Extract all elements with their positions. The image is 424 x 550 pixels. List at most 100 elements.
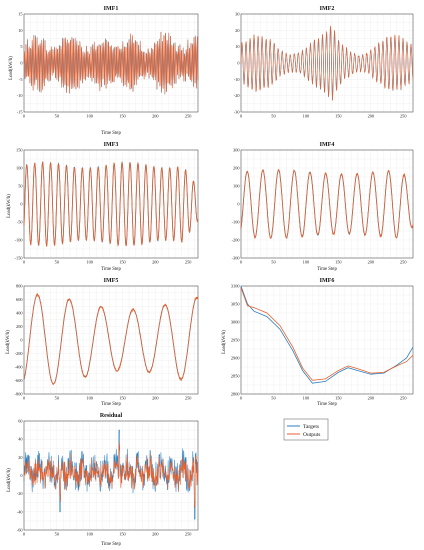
imf2-xtick-label: 50 [271, 114, 275, 119]
imf4-xtick-label: 100 [303, 260, 309, 265]
imf5-ytick-label: 800 [16, 284, 22, 289]
imf3-ytick-label: -100 [15, 238, 23, 243]
imf1-xtick-label: 250 [185, 114, 191, 119]
imf3-ytick-label: 0 [20, 202, 22, 207]
imf5-ytick-label: -600 [15, 378, 23, 383]
residual-grid [23, 420, 198, 531]
imf3-xlabel: Time Step [101, 267, 121, 272]
imf1-ytick-label: -15 [17, 110, 23, 115]
imf6-ytick-label: 2800 [231, 392, 240, 397]
imf5-xtick-label: 150 [119, 396, 125, 401]
imf6-axes-frame [240, 285, 414, 395]
imf2-xtick-label: 0 [240, 114, 242, 119]
legend-targets-label: Targets [303, 424, 319, 430]
imf3-series-outputs [23, 161, 199, 247]
imf3-xtick-label: 150 [119, 260, 125, 265]
imf4-ytick-label: -200 [232, 238, 240, 243]
residual-ytick-label: 40 [18, 437, 22, 442]
imf3-ytick-label: -50 [17, 220, 23, 225]
imf4-title: IMF4 [320, 142, 335, 148]
imf1-ytick-label: -5 [19, 77, 23, 82]
imf1-title: IMF1 [104, 6, 119, 12]
imf2-ytick-label: -10 [234, 77, 240, 82]
imf4-ytick-label: 200 [233, 166, 239, 171]
imf3-title: IMF3 [104, 142, 119, 148]
imf1-ytick-label: 10 [18, 28, 22, 33]
imf3-ytick-label: 100 [16, 166, 22, 171]
imf1-ytick-label: 5 [20, 44, 22, 49]
imf2-ytick-label: -20 [234, 93, 240, 98]
imf5-ytick-label: 200 [16, 324, 22, 329]
legend-box [283, 418, 329, 441]
imf5-xtick-label: 200 [152, 396, 158, 401]
imf3-xtick-label: 250 [185, 260, 191, 265]
imf2-ytick-label: 10 [235, 44, 239, 49]
imf3-ytick-label: 150 [16, 148, 22, 153]
imf2-series-outputs [240, 25, 414, 101]
imf2-ytick-label: 30 [235, 12, 239, 17]
imf6-ytick-label: 2950 [231, 338, 240, 343]
imf5-grid [23, 285, 198, 395]
imf4-xtick-label: 200 [368, 260, 374, 265]
imf5-series-outputs [23, 292, 199, 386]
imf5-ytick-label: -200 [15, 351, 23, 356]
imf1-xtick-label: 150 [119, 114, 125, 119]
residual-xtick-label: 250 [185, 532, 191, 537]
imf4-xtick-label: 0 [240, 260, 242, 265]
imf1-ylabel: Load(kW/h) [9, 56, 14, 80]
residual-ytick-label: -20 [17, 491, 23, 496]
imf3-xtick-label: 200 [152, 260, 158, 265]
imf4-xtick-label: 50 [271, 260, 275, 265]
imf4-xtick-label: 150 [335, 260, 341, 265]
imf5-xtick-label: 250 [185, 396, 191, 401]
imf6-ytick-label: 3100 [231, 284, 240, 289]
imf3-xtick-label: 50 [55, 260, 59, 265]
residual-xtick-label: 200 [152, 532, 158, 537]
imf1-ytick-label: 0 [20, 61, 22, 66]
imf6-ytick-label: 3000 [231, 320, 240, 325]
imf6-ytick-label: 3050 [231, 302, 240, 307]
residual-xtick-label: 100 [86, 532, 92, 537]
imf5-ytick-label: 600 [16, 297, 22, 302]
residual-ytick-label: 20 [18, 455, 22, 460]
imf1-ytick-label: 15 [18, 12, 22, 17]
imf6-xtick-label: 250 [400, 396, 406, 401]
imf5-ytick-label: -800 [15, 392, 23, 397]
imf5-axes-frame [23, 285, 199, 395]
imf1-series-outputs [23, 31, 199, 95]
imf6-ylabel: Load(kW/h) [222, 330, 227, 354]
panel-imf3: IMF3 Time Step Load(kW/h) 0 50 100 150 200 25… [7, 142, 199, 272]
panel-imf4: IMF4 Time Step 0 50 100 150 200 250 -300 -200 -1… [232, 142, 414, 272]
imf6-series-outputs [240, 287, 414, 381]
imf2-ytick-label: 0 [237, 61, 239, 66]
imf6-title: IMF6 [320, 278, 335, 284]
legend-outputs-label: Outputs [303, 432, 320, 438]
residual-ytick-label: 60 [18, 419, 22, 424]
panel-imf2: IMF2 0 50 100 150 200 250 -30 -20 -10 0 10 20 30 [234, 6, 414, 119]
imf6-xtick-label: 100 [303, 396, 309, 401]
imf4-series-outputs [240, 168, 414, 240]
imf2-xtick-label: 100 [303, 114, 309, 119]
residual-title: Residual [100, 413, 123, 419]
imf5-ytick-label: 400 [16, 311, 22, 316]
residual-xlabel: Time Step [101, 542, 121, 547]
imf1-xlabel: Time Step [101, 131, 121, 136]
imf3-xtick-label: 0 [23, 260, 25, 265]
imf5-series-targets [23, 294, 199, 385]
imf5-xlabel: Time Step [101, 402, 121, 407]
imf5-ylabel: Load(kW/h) [6, 330, 11, 354]
imf3-ylabel: Load(kW/h) [7, 194, 12, 218]
imf2-ytick-label: 20 [235, 28, 239, 33]
imf1-xtick-label: 50 [55, 114, 59, 119]
imf4-xtick-label: 250 [400, 260, 406, 265]
imf3-xtick-label: 100 [86, 260, 92, 265]
imf6-series-targets [240, 285, 414, 384]
imf6-ytick-label: 2900 [231, 356, 240, 361]
imf4-ytick-label: 300 [233, 148, 239, 153]
residual-xtick-label: 150 [119, 532, 125, 537]
residual-xtick-label: 0 [23, 532, 25, 537]
imf5-xtick-label: 100 [86, 396, 92, 401]
imf1-ytick-label: -10 [17, 93, 23, 98]
imf3-axes-frame [23, 149, 199, 259]
